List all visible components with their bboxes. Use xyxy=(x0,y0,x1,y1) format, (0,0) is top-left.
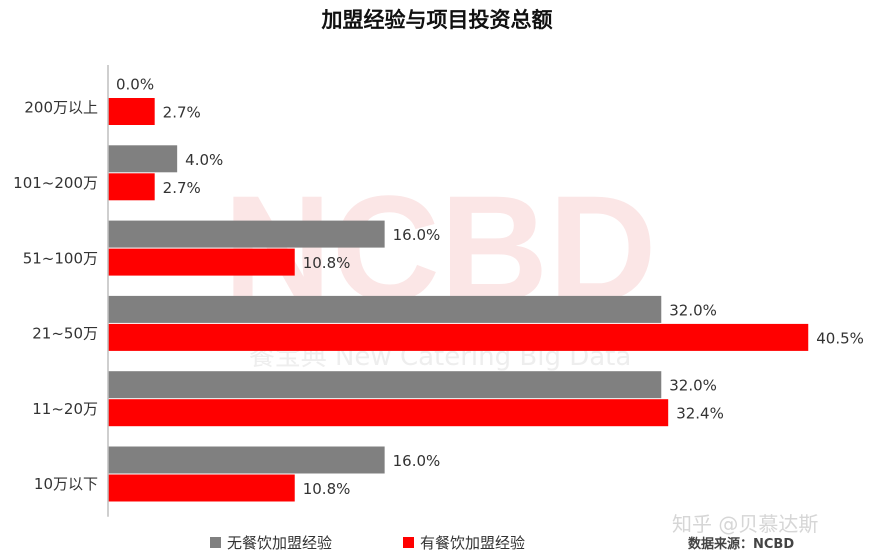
category-label: 21~50万 xyxy=(32,325,98,343)
data-label-series1: 32.0% xyxy=(669,377,717,395)
bar-series1 xyxy=(108,446,385,474)
bar-series1 xyxy=(108,220,385,248)
category-label: 10万以下 xyxy=(34,475,98,493)
chart-title: 加盟经验与项目投资总额 xyxy=(321,8,553,32)
category-label: 11~20万 xyxy=(32,400,98,418)
bar-series1 xyxy=(108,371,662,399)
data-label-series1: 4.0% xyxy=(185,151,223,169)
data-label-series2: 2.7% xyxy=(163,104,201,122)
category-label: 101~200万 xyxy=(13,174,98,192)
data-label-series2: 40.5% xyxy=(816,329,864,347)
data-label-series1: 16.0% xyxy=(393,226,441,244)
legend-label-series1: 无餐饮加盟经验 xyxy=(227,534,333,552)
legend-item-series1: 无餐饮加盟经验 xyxy=(210,532,332,553)
bar-series2 xyxy=(108,399,669,427)
data-label-series1: 32.0% xyxy=(669,301,717,319)
bar-chart: 200万以上 0.0% 2.7% 101~200万 4.0% 2.7% 51~100万 16.… xyxy=(13,65,864,517)
data-label-series2: 10.8% xyxy=(303,480,351,498)
bar-series2 xyxy=(108,474,295,502)
data-source: 数据来源：NCBD xyxy=(688,537,795,552)
data-label-series2: 10.8% xyxy=(303,254,351,272)
data-label-series1: 16.0% xyxy=(393,452,441,470)
bar-series2 xyxy=(108,173,155,201)
bar-series1 xyxy=(108,145,178,173)
bar-series1 xyxy=(108,295,662,323)
data-label-series1: 0.0% xyxy=(116,76,154,94)
category-label: 200万以上 xyxy=(24,99,98,117)
legend-swatch-series2 xyxy=(403,537,414,548)
bar-series2 xyxy=(108,323,809,351)
category-label: 51~100万 xyxy=(23,249,98,267)
bar-series2 xyxy=(108,98,155,125)
legend-swatch-series1 xyxy=(210,537,221,548)
bar-series2 xyxy=(108,248,295,276)
zhihu-watermark: 知乎 @贝慕达斯 xyxy=(672,512,819,536)
data-label-series2: 32.4% xyxy=(676,405,724,423)
legend-label-series2: 有餐饮加盟经验 xyxy=(420,534,526,552)
data-label-series2: 2.7% xyxy=(163,179,201,197)
legend-item-series2: 有餐饮加盟经验 xyxy=(403,532,525,553)
